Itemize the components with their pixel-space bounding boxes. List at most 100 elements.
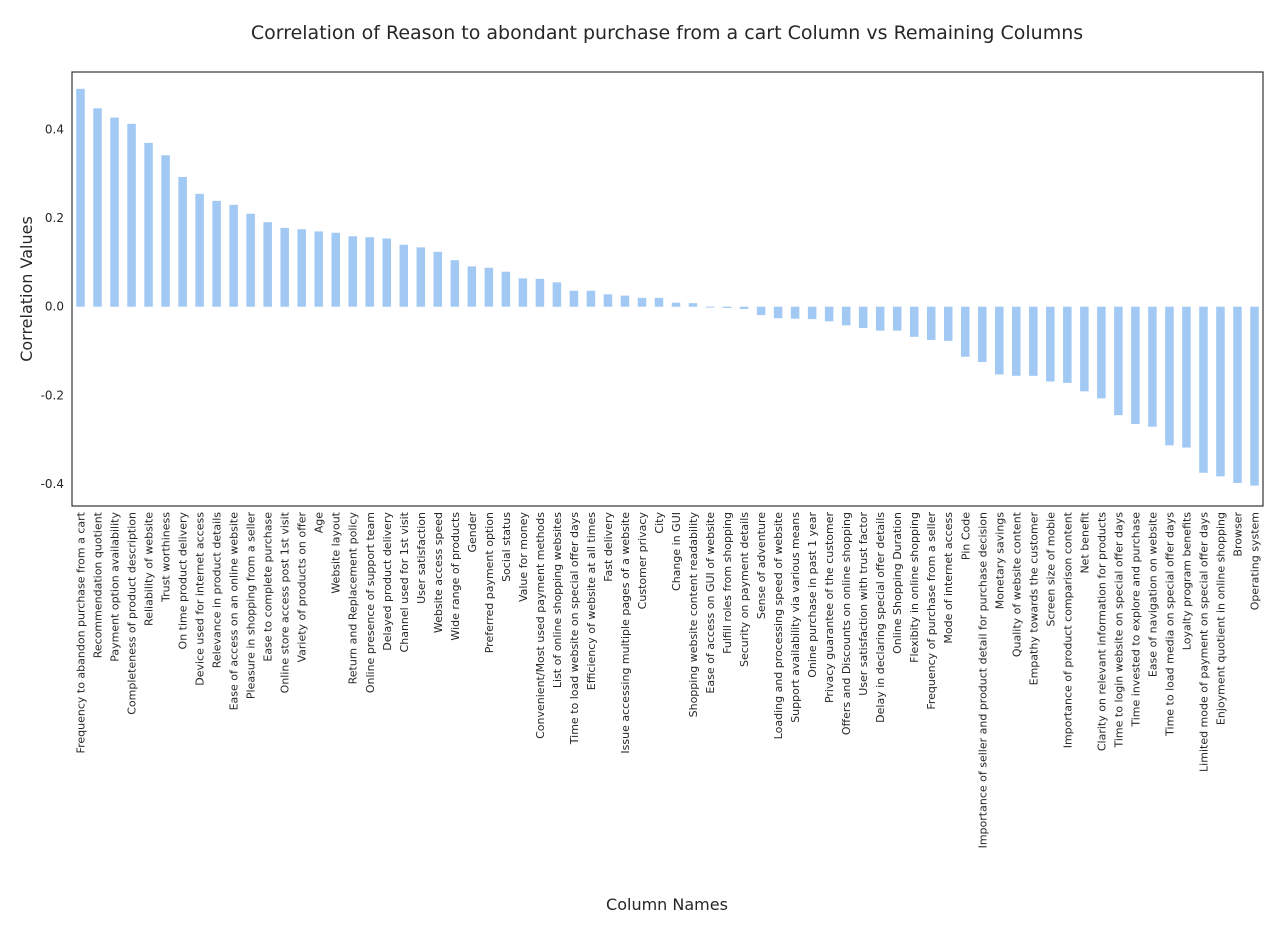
x-tick-label: User satisfaction with trust factor: [857, 512, 870, 696]
bar: [314, 231, 323, 307]
bar: [654, 297, 664, 307]
bar: [841, 306, 851, 326]
x-tick-label: Convenient/Most used payment methods: [534, 512, 547, 739]
x-tick-label: Ease of access on an online website: [228, 512, 241, 711]
x-tick-label: Ease of access on GUI of website: [704, 512, 717, 694]
x-tick-label: Loyalty program benefits: [1180, 512, 1193, 650]
bar: [978, 306, 987, 363]
bar: [569, 290, 579, 307]
x-tick-label: Relevance in product details: [211, 512, 224, 669]
x-tick-label: Pin Code: [959, 512, 972, 560]
x-tick-label: Preferred payment option: [483, 512, 496, 653]
y-tick-label: 0.4: [45, 123, 64, 137]
x-tick-label: Operating system: [1248, 512, 1261, 610]
bar: [433, 251, 443, 307]
x-tick-label: Change in GUI: [670, 512, 683, 591]
bar: [807, 306, 817, 320]
x-tick-label: Website layout: [330, 511, 343, 593]
x-tick-label: Variety of products on offer: [296, 512, 309, 663]
x-tick-label: City: [653, 512, 666, 534]
bar: [1080, 306, 1089, 392]
bar: [943, 306, 953, 341]
x-tick-label: Sense of adventure: [755, 512, 768, 619]
x-tick-label: Empathy towards the customer: [1027, 512, 1040, 686]
bar: [858, 306, 868, 328]
bars-group: [76, 88, 1259, 486]
bar: [263, 222, 272, 307]
bar: [297, 229, 306, 307]
x-tick-label: Online Shopping Duration: [891, 512, 904, 654]
x-tick-label: Frequency of purchase from a seller: [925, 512, 938, 710]
bar: [501, 271, 511, 307]
x-tick-label: Quality of website content: [1010, 511, 1023, 657]
x-tick-label: List of online shopping websites: [551, 512, 564, 688]
x-tick-label: Limited mode of payment on special offer…: [1197, 512, 1210, 772]
bar: [756, 306, 766, 316]
y-tick-label: 0.0: [45, 300, 64, 314]
bar: [416, 247, 426, 307]
bar: [382, 238, 392, 307]
x-tick-label: Time invested to explore and purchase: [1129, 512, 1142, 728]
bar: [790, 306, 800, 319]
x-tick-label: Support availability via various means: [789, 512, 802, 723]
bar: [1046, 306, 1055, 382]
bar: [995, 306, 1004, 375]
plot-frame: [71, 71, 1264, 507]
y-axis-label: Correlation Values: [17, 216, 36, 362]
bar: [144, 142, 153, 307]
x-tick-label: Online store access post 1st visit: [279, 511, 292, 693]
bar: [127, 123, 136, 307]
x-tick-label: Onine purchase in past 1 year: [806, 512, 819, 678]
bar: [467, 266, 477, 307]
x-tick-label: Channel used for 1st visit: [398, 511, 411, 652]
bar: [824, 306, 834, 322]
x-tick-label: Social status: [500, 512, 513, 582]
bar: [161, 155, 170, 307]
bar: [484, 267, 494, 307]
x-tick-label: Age: [313, 512, 326, 534]
bar: [246, 213, 255, 307]
x-tick-label: Fulfill roles from shopping: [721, 512, 734, 654]
bar: [671, 302, 681, 307]
x-tick-label: Delayed product delivery: [381, 512, 394, 651]
x-tick-label: Monetary savings: [993, 512, 1006, 610]
bar: [875, 306, 885, 331]
chart-title: Correlation of Reason to abondant purcha…: [251, 22, 1083, 44]
bar: [620, 295, 630, 307]
x-tick-label: Importance of seller and product detail …: [976, 512, 989, 848]
bar: [93, 108, 102, 307]
bar: [552, 282, 562, 307]
bar: [1114, 306, 1123, 416]
x-tick-label: Wide range of products: [449, 512, 462, 641]
x-tick-label: Offers and Discounts on online shopping: [840, 512, 853, 735]
x-tick-label: Net benefit: [1078, 511, 1091, 573]
x-tick-label: Website access speed: [432, 512, 445, 633]
bar: [535, 278, 545, 307]
x-tick-label: Customer privacy: [636, 512, 649, 610]
x-tick-label: Mode of internet access: [942, 512, 955, 644]
x-tick-label: Time to load media on special offer days: [1163, 512, 1176, 737]
x-tick-label: Completeness of product description: [126, 512, 139, 715]
bar: [1097, 306, 1106, 399]
x-tick-label: Security on payment details: [738, 512, 751, 667]
x-tick-label: Pleasure in shopping from a seller: [245, 512, 258, 700]
x-tick-label: Frequency to abandon purchase from a car…: [75, 511, 88, 753]
x-tick-label: Value for money: [517, 512, 530, 603]
y-tick-label: -0.4: [41, 477, 64, 491]
x-tick-label: Flexibity in online shopping: [908, 512, 921, 663]
bar: [1148, 306, 1157, 427]
x-tick-label: Fast delivery: [602, 512, 615, 582]
x-tick-label: Shopping website content readability: [687, 512, 700, 718]
bar: [280, 227, 289, 307]
x-tick-label: Delay in declaring special offer details: [874, 512, 887, 723]
bar: [722, 306, 732, 309]
bar: [178, 176, 187, 307]
x-tick-label: Return and Replacement policy: [347, 512, 360, 685]
bar: [1233, 306, 1242, 483]
bar: [1199, 306, 1208, 473]
bar: [926, 306, 936, 340]
bar: [586, 290, 596, 307]
x-axis-label: Column Names: [606, 895, 728, 914]
x-tick-label: Gender: [466, 512, 479, 553]
